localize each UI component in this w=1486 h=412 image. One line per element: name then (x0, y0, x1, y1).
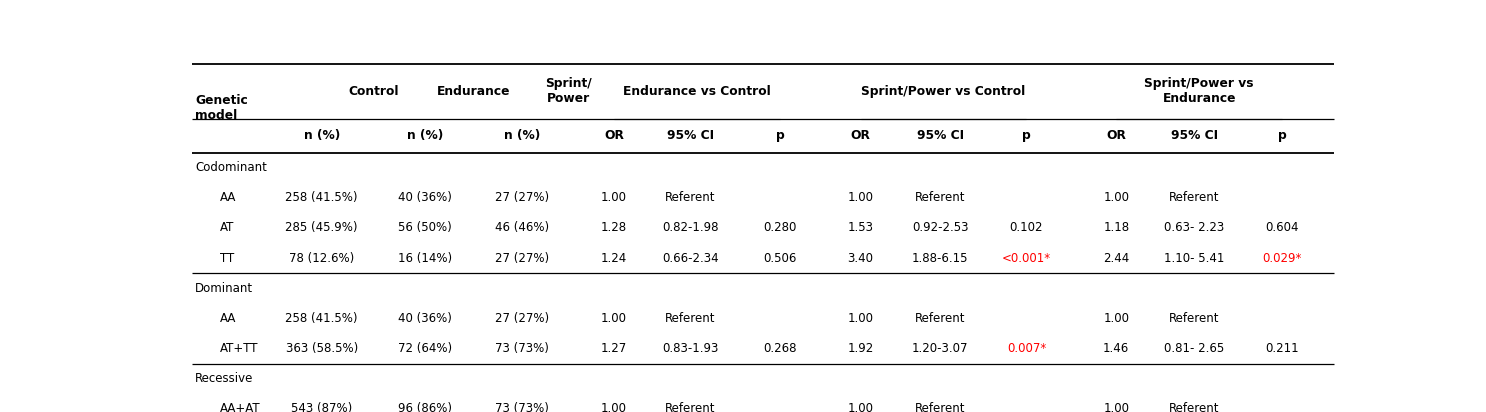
Text: 73 (73%): 73 (73%) (495, 342, 548, 355)
Text: 27 (27%): 27 (27%) (495, 312, 550, 325)
Text: 0.280: 0.280 (764, 221, 796, 234)
Text: 0.211: 0.211 (1265, 342, 1299, 355)
Text: AA: AA (220, 312, 236, 325)
Text: Dominant: Dominant (195, 282, 253, 295)
Text: 0.83-1.93: 0.83-1.93 (661, 342, 718, 355)
Text: 1.46: 1.46 (1103, 342, 1129, 355)
Text: 78 (12.6%): 78 (12.6%) (288, 251, 354, 265)
Text: 40 (36%): 40 (36%) (398, 191, 452, 204)
Text: OR: OR (850, 129, 871, 143)
Text: 1.00: 1.00 (847, 312, 874, 325)
Text: OR: OR (1107, 129, 1126, 143)
Text: 1.53: 1.53 (847, 221, 874, 234)
Text: 285 (45.9%): 285 (45.9%) (285, 221, 358, 234)
Text: 56 (50%): 56 (50%) (398, 221, 452, 234)
Text: 1.10- 5.41: 1.10- 5.41 (1165, 251, 1224, 265)
Text: p: p (1022, 129, 1031, 143)
Text: <0.001*: <0.001* (1002, 251, 1051, 265)
Text: 258 (41.5%): 258 (41.5%) (285, 312, 358, 325)
Text: 73 (73%): 73 (73%) (495, 402, 548, 412)
Text: 46 (46%): 46 (46%) (495, 221, 550, 234)
Text: 363 (58.5%): 363 (58.5%) (285, 342, 358, 355)
Text: 0.82-1.98: 0.82-1.98 (661, 221, 718, 234)
Text: 0.81- 2.65: 0.81- 2.65 (1165, 342, 1224, 355)
Text: 1.18: 1.18 (1103, 221, 1129, 234)
Text: 0.268: 0.268 (764, 342, 796, 355)
Text: 543 (87%): 543 (87%) (291, 402, 352, 412)
Text: 3.40: 3.40 (847, 251, 874, 265)
Text: Genetic
model: Genetic model (195, 94, 248, 122)
Text: Referent: Referent (915, 312, 966, 325)
Text: 1.00: 1.00 (602, 402, 627, 412)
Text: 1.00: 1.00 (602, 191, 627, 204)
Text: Sprint/Power vs Control: Sprint/Power vs Control (862, 85, 1025, 98)
Text: 0.007*: 0.007* (1008, 342, 1046, 355)
Text: n (%): n (%) (303, 129, 340, 143)
Text: 1.00: 1.00 (847, 402, 874, 412)
Text: 95% CI: 95% CI (1171, 129, 1219, 143)
Text: 0.604: 0.604 (1266, 221, 1299, 234)
Text: 27 (27%): 27 (27%) (495, 191, 550, 204)
Text: Referent: Referent (1169, 191, 1220, 204)
Text: 27 (27%): 27 (27%) (495, 251, 550, 265)
Text: 2.44: 2.44 (1103, 251, 1129, 265)
Text: 16 (14%): 16 (14%) (398, 251, 452, 265)
Text: 1.24: 1.24 (600, 251, 627, 265)
Text: Control: Control (348, 85, 398, 98)
Text: Referent: Referent (1169, 312, 1220, 325)
Text: 72 (64%): 72 (64%) (398, 342, 452, 355)
Text: 1.27: 1.27 (600, 342, 627, 355)
Text: 1.00: 1.00 (1103, 402, 1129, 412)
Text: AT+TT: AT+TT (220, 342, 259, 355)
Text: OR: OR (605, 129, 624, 143)
Text: p: p (776, 129, 785, 143)
Text: Referent: Referent (664, 191, 715, 204)
Text: 0.63- 2.23: 0.63- 2.23 (1165, 221, 1224, 234)
Text: 95% CI: 95% CI (667, 129, 713, 143)
Text: 1.88-6.15: 1.88-6.15 (912, 251, 969, 265)
Text: 1.00: 1.00 (1103, 191, 1129, 204)
Text: Referent: Referent (1169, 402, 1220, 412)
Text: AT: AT (220, 221, 235, 234)
Text: 95% CI: 95% CI (917, 129, 963, 143)
Text: AA+AT: AA+AT (220, 402, 262, 412)
Text: Referent: Referent (664, 402, 715, 412)
Text: Referent: Referent (915, 402, 966, 412)
Text: 1.00: 1.00 (1103, 312, 1129, 325)
Text: Sprint/Power vs
Endurance: Sprint/Power vs Endurance (1144, 77, 1254, 105)
Text: 1.92: 1.92 (847, 342, 874, 355)
Text: Codominant: Codominant (195, 161, 267, 174)
Text: Referent: Referent (664, 312, 715, 325)
Text: n (%): n (%) (504, 129, 539, 143)
Text: 0.506: 0.506 (764, 251, 796, 265)
Text: 0.92-2.53: 0.92-2.53 (912, 221, 969, 234)
Text: Referent: Referent (915, 191, 966, 204)
Text: AA: AA (220, 191, 236, 204)
Text: 1.28: 1.28 (602, 221, 627, 234)
Text: Recessive: Recessive (195, 372, 253, 385)
Text: Endurance vs Control: Endurance vs Control (623, 85, 771, 98)
Text: Endurance: Endurance (437, 85, 510, 98)
Text: 1.00: 1.00 (602, 312, 627, 325)
Text: 0.66-2.34: 0.66-2.34 (661, 251, 719, 265)
Text: n (%): n (%) (407, 129, 443, 143)
Text: 40 (36%): 40 (36%) (398, 312, 452, 325)
Text: 258 (41.5%): 258 (41.5%) (285, 191, 358, 204)
Text: 1.20-3.07: 1.20-3.07 (912, 342, 969, 355)
Text: 0.029*: 0.029* (1263, 251, 1302, 265)
Text: 1.00: 1.00 (847, 191, 874, 204)
Text: Sprint/
Power: Sprint/ Power (545, 77, 591, 105)
Text: 0.102: 0.102 (1009, 221, 1043, 234)
Text: p: p (1278, 129, 1287, 143)
Text: 96 (86%): 96 (86%) (398, 402, 452, 412)
Text: TT: TT (220, 251, 235, 265)
